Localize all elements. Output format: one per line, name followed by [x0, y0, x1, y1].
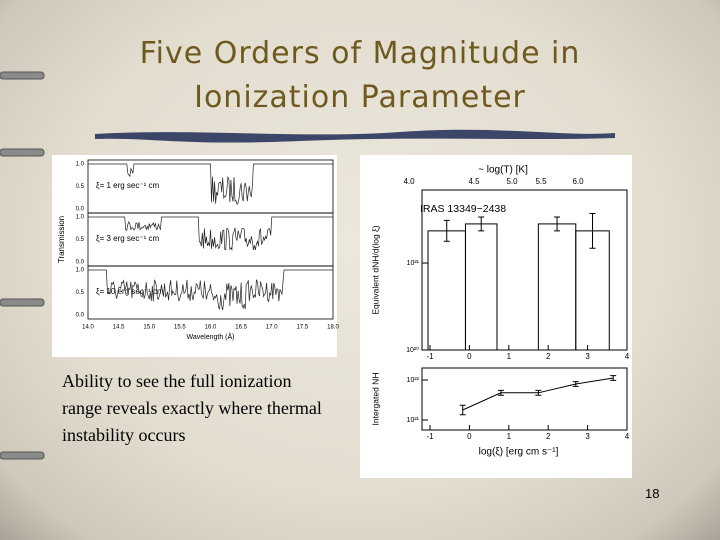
y-tick-label: 1.0	[76, 268, 85, 274]
y-tick-label: 0.5	[76, 184, 85, 190]
y-axis-label: Equivalent dNH/d(log ξ)	[370, 225, 380, 314]
y-tick-label: 10²⁰	[406, 346, 419, 354]
y-tick-label: 0.0	[76, 260, 85, 266]
binder-ring	[0, 298, 45, 307]
x-tick-label: 16.5	[235, 325, 247, 331]
y-axis-label: Transmission	[57, 216, 66, 263]
binder-ring	[0, 148, 45, 157]
x-tick-label: -1	[426, 352, 434, 361]
annotation: IRAS 13349−2438	[420, 203, 506, 215]
y-tick-label: 10²¹	[407, 260, 420, 267]
left-figure-bg	[52, 155, 337, 357]
x-tick-label: 2	[546, 432, 551, 441]
x-tick-label: 17.5	[297, 325, 309, 331]
page-number: 18	[645, 486, 660, 501]
error-bar	[535, 389, 542, 396]
binder-ring	[0, 71, 45, 80]
y-tick-label: 10²²	[407, 377, 420, 384]
x-axis-label: Wavelength (Å)	[187, 332, 235, 341]
error-bar	[459, 404, 466, 416]
plot-frame	[421, 189, 628, 351]
histogram-bar	[427, 230, 466, 351]
panel-label: ξ= 1 erg sec⁻¹ cm	[96, 181, 159, 190]
y-tick-label: 10²¹	[407, 417, 420, 424]
top-tick-label: 5.0	[506, 177, 518, 186]
y-tick-label: 0.5	[76, 290, 85, 296]
y-tick-label: 0.5	[76, 237, 85, 243]
error-bar	[589, 212, 596, 249]
top-tick-label: 4.0	[403, 177, 415, 186]
top-tick-label: 5.5	[535, 177, 547, 186]
x-tick-label: 15.5	[174, 325, 186, 331]
panel-label: ξ= 10 erg sec⁻¹ cm	[96, 287, 164, 296]
x-tick-label: 16.0	[205, 325, 217, 331]
x-tick-label: 14.5	[113, 325, 125, 331]
plot-frame	[421, 367, 628, 431]
x-tick-label: 18.0	[327, 325, 339, 331]
spectrum-curve	[88, 269, 333, 311]
error-bar	[497, 389, 504, 396]
x-tick-label: 1	[507, 432, 512, 441]
x-tick-label: 15.0	[143, 325, 155, 331]
spectrum-curve	[88, 216, 333, 252]
x-tick-label: 0	[467, 432, 472, 441]
x-tick-label: 0	[467, 352, 472, 361]
top-tick-label: 6.0	[572, 177, 584, 186]
body-text: Ability to see the full ionization range…	[62, 371, 322, 445]
error-bar	[554, 216, 561, 232]
y-axis-label: Intergated NH	[370, 373, 380, 426]
x-tick-label: 3	[585, 432, 590, 441]
right-figure-bg	[360, 155, 632, 478]
top-axis-label: ~ log(T) [K]	[478, 165, 528, 176]
x-tick-label: 1	[507, 352, 512, 361]
y-tick-label: 0.0	[76, 313, 85, 319]
error-bar	[478, 216, 485, 232]
y-tick-label: 1.0	[76, 215, 85, 221]
binder-ring	[0, 451, 45, 460]
top-tick-label: 4.5	[468, 177, 480, 186]
slide-title: Five Orders of Magnitude in Ionization P…	[139, 36, 581, 115]
panel-label: ξ= 3 erg sec⁻¹ cm	[96, 234, 159, 243]
x-tick-label: 4	[625, 352, 630, 361]
spectrum-panel	[87, 265, 334, 320]
y-tick-label: 0.0	[76, 207, 85, 213]
error-bar	[610, 375, 617, 381]
x-tick-label: 2	[546, 352, 551, 361]
spectrum-curve	[88, 163, 333, 205]
y-tick-label: 1.0	[76, 162, 85, 168]
error-bar	[572, 381, 579, 387]
x-tick-label: 14.0	[82, 325, 94, 331]
x-tick-label: 4	[625, 432, 630, 441]
histogram-bar	[464, 223, 498, 351]
x-tick-label: 3	[585, 352, 590, 361]
histogram-bar	[537, 223, 577, 351]
x-axis-label: log(ξ) [erg cm s⁻¹]	[479, 447, 559, 458]
x-tick-label: 17.0	[266, 325, 278, 331]
title-underline	[95, 129, 615, 143]
x-tick-label: -1	[426, 432, 434, 441]
error-bar	[443, 219, 450, 242]
